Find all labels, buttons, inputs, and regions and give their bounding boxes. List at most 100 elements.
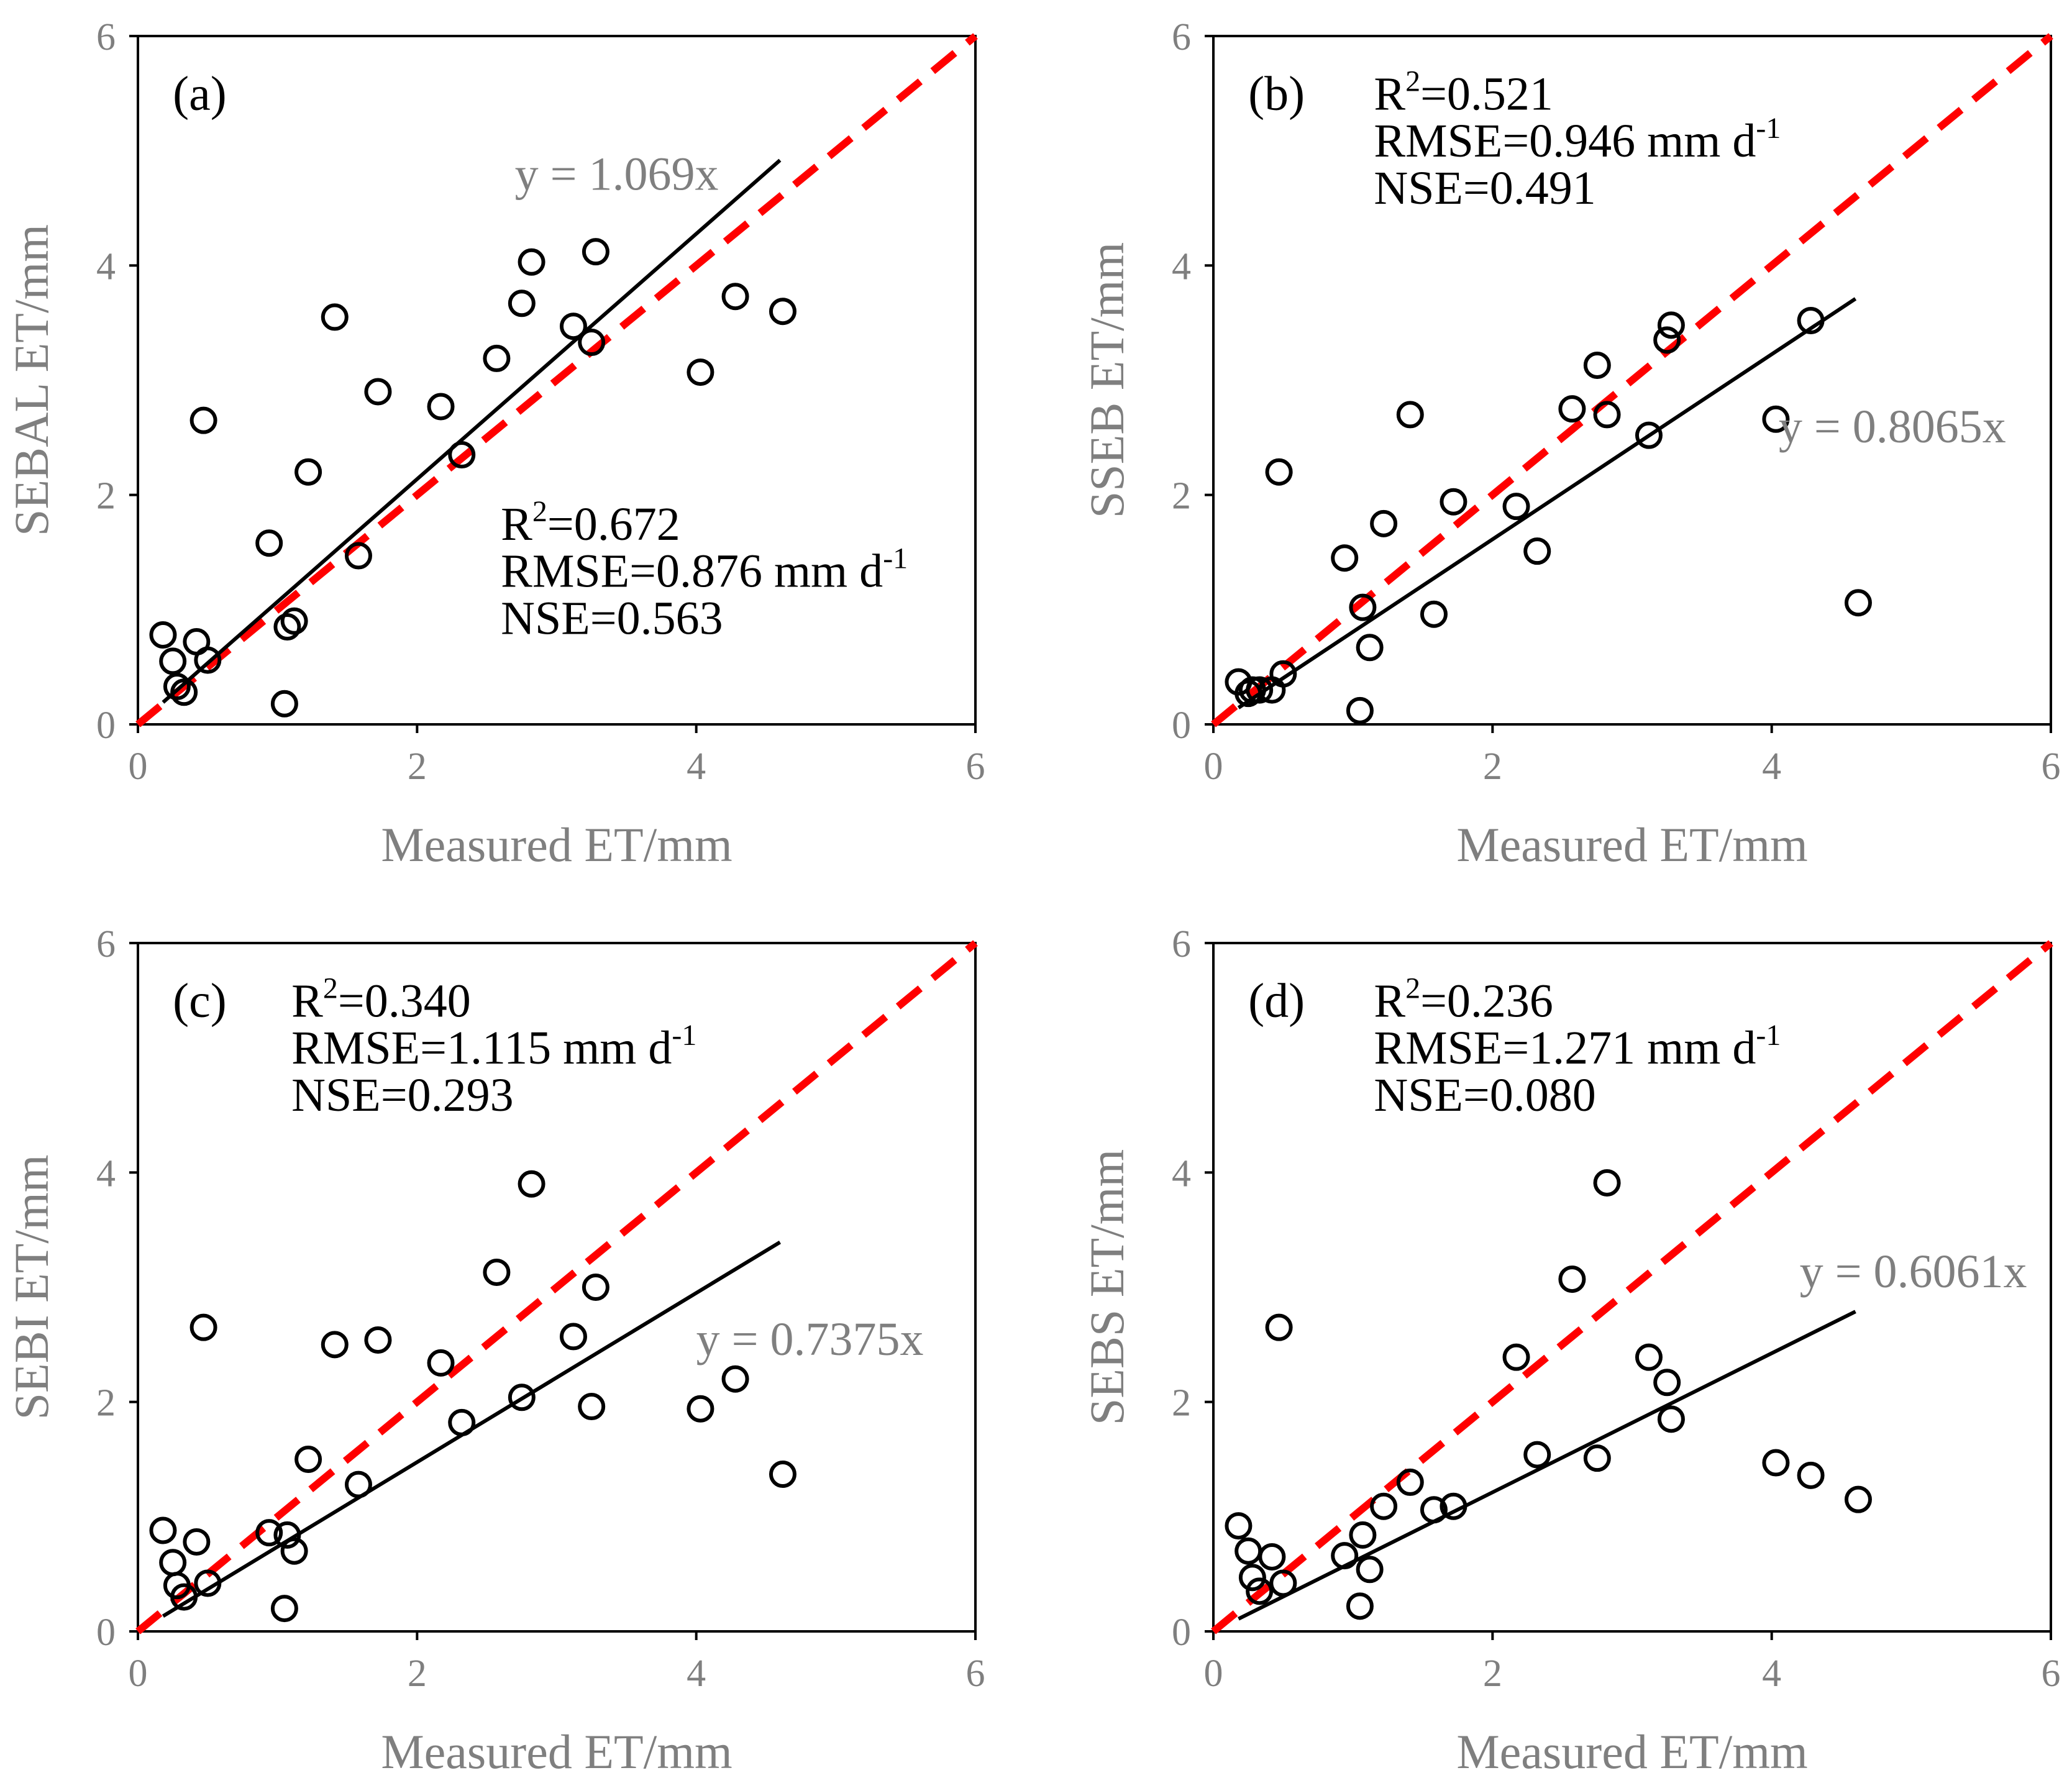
data-point [483, 1258, 511, 1286]
x-tick-label: 0 [129, 745, 148, 788]
data-point [1653, 326, 1681, 354]
rmse-text: RMSE=1.271 mm d-1 [1374, 1019, 1781, 1074]
data-point [1246, 1577, 1274, 1605]
y-axis-title: SEBI ET/mm [4, 1155, 58, 1420]
scatter-panel-4: 0 2 4 6 0 2 4 6 Measured ET/mm SEBS ET/mm (d) R2=0.… [1080, 923, 2061, 1778]
data-point [427, 1349, 455, 1377]
y-axis-title: SEBS ET/mm [1080, 1149, 1134, 1425]
data-point [294, 458, 322, 486]
data-point [448, 441, 476, 469]
data-point [294, 1446, 322, 1473]
data-point [280, 607, 308, 635]
rmse-text: RMSE=0.876 mm d-1 [501, 542, 908, 598]
data-point [518, 1170, 545, 1198]
data-point [321, 1331, 349, 1359]
one-to-one-line [135, 940, 978, 1634]
y-axis-title: SEBAL ET/mm [4, 224, 58, 536]
y-tick-label: 4 [96, 1152, 116, 1195]
data-point [163, 673, 191, 701]
data-point [1420, 600, 1448, 628]
y-tick-label: 2 [1172, 1382, 1191, 1425]
y-tick-label: 0 [96, 1612, 116, 1654]
rmse-text: RMSE=0.946 mm d-1 [1374, 112, 1781, 167]
data-point [1502, 493, 1530, 521]
data-point [769, 1461, 796, 1489]
regression-equation: y = 1.069x [515, 148, 719, 201]
data-point [582, 238, 609, 266]
data-point [1349, 1521, 1377, 1549]
x-tick-label: 2 [1483, 745, 1502, 788]
data-point [189, 406, 217, 434]
data-point [1420, 1496, 1448, 1524]
nse-text: NSE=0.293 [291, 1069, 513, 1121]
data-point [183, 1528, 211, 1556]
data-point [1225, 1512, 1253, 1540]
data-point [1356, 634, 1384, 662]
y-tick-label: 0 [1172, 704, 1191, 747]
data-point [1523, 537, 1551, 565]
data-point [687, 1395, 714, 1423]
x-tick-label: 0 [129, 1653, 148, 1695]
data-point [1593, 1169, 1621, 1197]
data-point [1844, 589, 1872, 617]
rmse-text: RMSE=1.115 mm d-1 [291, 1019, 696, 1074]
data-point [1762, 405, 1790, 433]
x-tick-label: 4 [687, 1653, 706, 1695]
data-point [1635, 421, 1663, 449]
x-tick-label: 4 [1762, 1653, 1781, 1695]
data-point [1583, 351, 1611, 379]
one-to-one-line [1211, 940, 2053, 1634]
scatter-panel-1: 0 2 4 6 0 2 4 6 Measured ET/mm SEBAL ET/mm (a) R2=0… [4, 16, 985, 872]
data-point [1258, 1543, 1286, 1571]
data-point [1356, 1556, 1384, 1584]
data-point [1246, 676, 1274, 704]
nse-text: NSE=0.491 [1374, 162, 1595, 214]
data-point [1844, 1485, 1872, 1513]
data-point [687, 358, 714, 386]
y-tick-label: 0 [1172, 1612, 1191, 1654]
data-point [270, 1595, 298, 1623]
data-point [508, 1384, 536, 1411]
panel-label: (b) [1248, 66, 1305, 120]
data-point [1558, 395, 1586, 423]
data-point [159, 1549, 187, 1577]
y-tick-label: 2 [96, 475, 116, 517]
data-point [1331, 544, 1359, 572]
data-point [1370, 1492, 1398, 1520]
x-axis-title: Measured ET/mm [381, 1725, 732, 1778]
data-point [448, 1408, 476, 1436]
data-point [1235, 1537, 1262, 1565]
nse-text: NSE=0.563 [501, 592, 723, 644]
data-point [170, 678, 198, 706]
data-point [1265, 458, 1293, 486]
data-point [1523, 1441, 1551, 1469]
y-tick-label: 2 [96, 1382, 116, 1425]
r-squared-text: R2=0.672 [501, 495, 680, 550]
data-point [344, 542, 372, 570]
regression-equation: y = 0.8065x [1779, 401, 2006, 453]
data-point [255, 529, 283, 557]
data-point [1331, 1542, 1359, 1570]
nse-text: NSE=0.080 [1374, 1069, 1595, 1121]
data-point [1635, 1343, 1663, 1371]
x-tick-label: 6 [2042, 1653, 2061, 1695]
data-point [149, 1516, 177, 1544]
fit-line [162, 158, 782, 704]
data-point [1657, 311, 1685, 339]
x-tick-label: 2 [1483, 1653, 1502, 1695]
data-point [508, 289, 536, 317]
y-tick-label: 6 [96, 923, 116, 965]
data-point [364, 378, 392, 406]
y-tick-label: 4 [1172, 245, 1191, 288]
x-tick-label: 2 [408, 1653, 427, 1695]
x-tick-label: 0 [1204, 1653, 1223, 1695]
x-tick-label: 0 [1204, 745, 1223, 788]
data-point [364, 1326, 392, 1354]
data-point [1269, 1569, 1297, 1597]
data-point [1440, 488, 1467, 516]
data-point [1370, 509, 1398, 537]
data-point [280, 1537, 308, 1565]
r-squared-text: R2=0.340 [291, 972, 471, 1027]
data-point [194, 1569, 222, 1597]
